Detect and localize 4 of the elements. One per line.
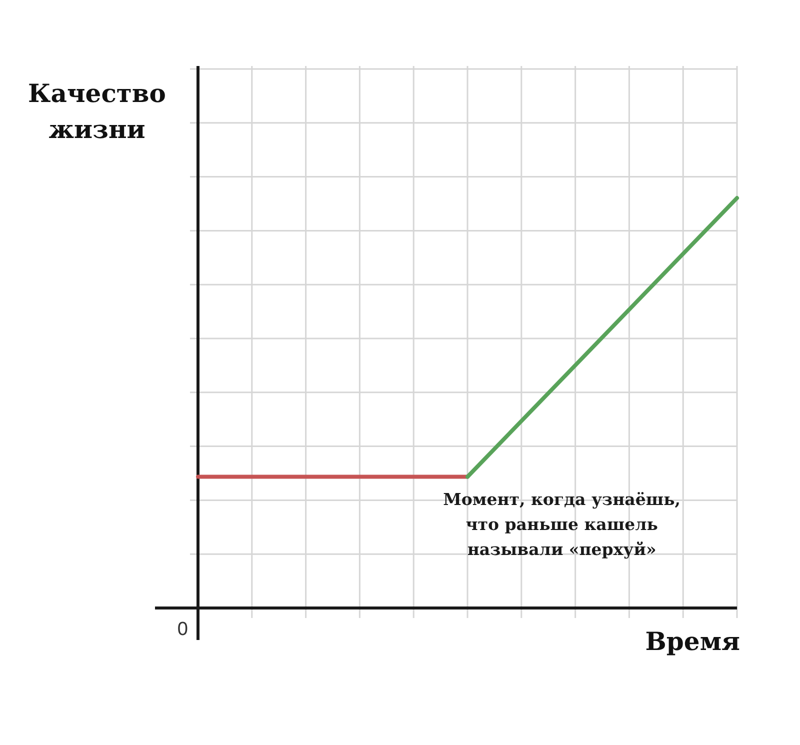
x-axis-title: Время [645,627,740,656]
y-axis-title: Качество жизни [28,79,166,144]
text: 0 [177,619,188,640]
annotation: Момент, когда узнаёшь, что раньше кашель называли «перхуй» [443,490,681,559]
